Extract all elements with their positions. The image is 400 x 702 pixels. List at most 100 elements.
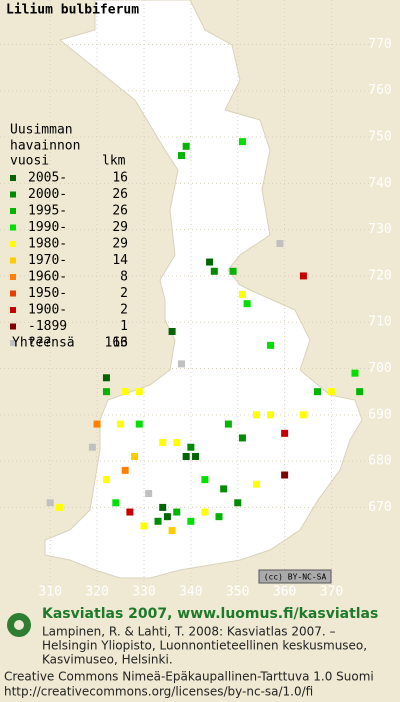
occurrence-cell bbox=[328, 388, 336, 396]
x-tick-label: 360 bbox=[273, 585, 296, 600]
y-tick-label: 700 bbox=[368, 361, 391, 376]
occurrence-cell bbox=[187, 443, 195, 451]
occurrence-cell bbox=[234, 499, 242, 507]
x-tick-label: 330 bbox=[132, 585, 155, 600]
license-badge[interactable] bbox=[258, 569, 332, 584]
x-tick-label: 310 bbox=[38, 585, 61, 600]
legend-count: 16 bbox=[112, 171, 128, 186]
occurrence-cell bbox=[201, 476, 209, 484]
legend-swatch bbox=[10, 224, 16, 231]
legend-swatch bbox=[10, 241, 16, 247]
legend-count: 29 bbox=[112, 237, 128, 252]
occurrence-cell bbox=[163, 513, 171, 521]
occurrence-cell bbox=[224, 420, 232, 428]
legend: Uusimman havainnon vuosi lkm 2005- 16 2000… bbox=[10, 123, 128, 351]
occurrence-cell bbox=[267, 411, 275, 419]
occurrence-cell bbox=[173, 508, 181, 516]
occurrence-cell bbox=[88, 443, 96, 451]
occurrence-cell bbox=[46, 499, 54, 507]
occurrence-cell bbox=[102, 476, 110, 484]
legend-header: Uusimman bbox=[10, 123, 73, 138]
legend-swatch bbox=[10, 290, 16, 297]
legend-header: vuosi bbox=[10, 154, 49, 169]
legend-label: 1960- bbox=[28, 270, 67, 285]
legend-count: 13 bbox=[112, 336, 128, 351]
legend-label: 2005- bbox=[28, 171, 67, 186]
legend-swatch bbox=[10, 274, 16, 280]
occurrence-cell bbox=[168, 527, 176, 535]
y-tick-label: 750 bbox=[368, 130, 391, 145]
occurrence-cell bbox=[238, 434, 246, 442]
occurrence-cell bbox=[154, 517, 162, 525]
y-tick-label: 760 bbox=[368, 83, 391, 98]
occurrence-cell bbox=[206, 258, 214, 266]
occurrence-cell bbox=[131, 452, 139, 460]
occurrence-cell bbox=[177, 152, 185, 160]
occurrence-cell bbox=[135, 420, 143, 428]
occurrence-cell bbox=[313, 388, 321, 396]
occurrence-cell bbox=[267, 341, 275, 349]
occurrence-cell bbox=[135, 388, 143, 396]
occurrences bbox=[46, 138, 364, 535]
legend-header: lkm bbox=[102, 154, 126, 169]
x-tick-label: 350 bbox=[226, 585, 249, 600]
logo bbox=[7, 613, 31, 637]
occurrence-cell bbox=[56, 503, 64, 511]
legend-count: 26 bbox=[112, 187, 128, 202]
legend-swatch bbox=[10, 208, 16, 214]
legend-label: 1970- bbox=[28, 253, 67, 268]
citation: Kasvimuseo, Helsinki. bbox=[42, 653, 173, 667]
occurrence-cell bbox=[220, 485, 228, 493]
occurrence-cell bbox=[121, 388, 129, 396]
occurrence-cell bbox=[299, 272, 307, 280]
occurrence-cell bbox=[192, 452, 200, 460]
legend-label: 1995- bbox=[28, 204, 67, 219]
license-badge-text: (cc) BY-NC-SA bbox=[264, 573, 327, 582]
y-tick-label: 680 bbox=[368, 454, 391, 469]
legend-header: havainnon bbox=[10, 139, 80, 154]
occurrence-cell bbox=[299, 411, 307, 419]
occurrence-cell bbox=[276, 240, 284, 248]
y-tick-label: 720 bbox=[368, 268, 391, 283]
occurrence-cell bbox=[215, 513, 223, 521]
occurrence-cell bbox=[159, 503, 167, 511]
occurrence-cell bbox=[351, 369, 359, 377]
occurrence-cell bbox=[159, 439, 167, 447]
total-value: 166 bbox=[105, 336, 128, 351]
x-tick-label: 370 bbox=[320, 585, 343, 600]
legend-count: 26 bbox=[112, 204, 128, 219]
y-tick-label: 740 bbox=[368, 176, 391, 191]
grid bbox=[0, 0, 370, 590]
legend-label: 1990- bbox=[28, 220, 67, 235]
occurrence-cell bbox=[201, 508, 209, 516]
map-title: Lilium bulbiferum bbox=[6, 3, 139, 18]
legend-swatch bbox=[10, 257, 16, 264]
legend-label: ??? bbox=[28, 336, 51, 351]
legend-label: 1980- bbox=[28, 237, 67, 252]
occurrence-cell bbox=[238, 138, 246, 146]
legend-swatch bbox=[10, 175, 16, 181]
occurrence-cell bbox=[229, 267, 237, 275]
y-tick-label: 710 bbox=[368, 315, 391, 330]
legend-label: 2000- bbox=[28, 187, 67, 202]
x-tick-label: 340 bbox=[179, 585, 202, 600]
legend-swatch bbox=[10, 323, 16, 330]
occurrence-cell bbox=[177, 360, 185, 368]
occurrence-cell bbox=[168, 327, 176, 335]
site-title[interactable]: Kasviatlas 2007, www.luomus.fi/kasviatla… bbox=[42, 606, 378, 622]
legend-count: 2 bbox=[120, 303, 128, 318]
total-label: Yhteensä bbox=[12, 336, 75, 351]
occurrence-cell bbox=[187, 517, 195, 525]
legend-count: 8 bbox=[120, 270, 128, 285]
legend-count: 14 bbox=[112, 253, 128, 268]
license-url[interactable]: http://creativecommons.org/licenses/by-n… bbox=[4, 685, 313, 699]
occurrence-cell bbox=[145, 490, 153, 498]
y-tick-label: 670 bbox=[368, 500, 391, 515]
occurrence-cell bbox=[238, 290, 246, 298]
occurrence-cell bbox=[281, 429, 289, 437]
y-tick-label: 690 bbox=[368, 407, 391, 422]
legend-count: 2 bbox=[120, 286, 128, 301]
citation: Lampinen, R. & Lahti, T. 2008: Kasviatla… bbox=[42, 625, 336, 639]
legend-swatch bbox=[10, 191, 16, 198]
occurrence-cell bbox=[117, 420, 125, 428]
